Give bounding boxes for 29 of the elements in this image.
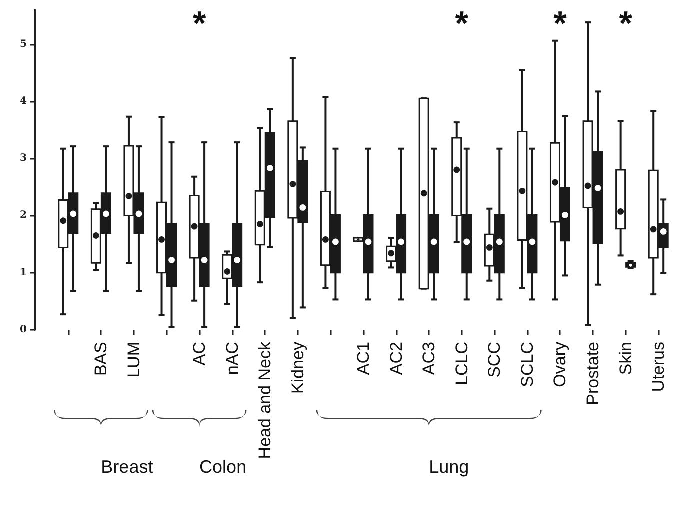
annotation: * — [554, 5, 568, 43]
x-tick-label: Prostate — [584, 342, 603, 406]
x-tick-label: BAS — [92, 342, 111, 376]
text: Lung — [429, 457, 470, 477]
x-tick-label: nAC — [222, 342, 242, 376]
y-tick-label: 0 — [20, 324, 28, 336]
x-tick-label: AC — [190, 342, 210, 366]
y-tick-label: 3 — [20, 153, 28, 164]
x-tick-label: LUM — [124, 342, 144, 378]
y-tick-label: 1 — [20, 267, 27, 278]
annotation: * — [619, 5, 634, 43]
annotation: * — [192, 5, 207, 43]
x-tick-label: Uterus — [649, 342, 668, 392]
x-tick-label: SCLC — [518, 342, 537, 388]
x-tick-label: LCLC — [452, 342, 472, 386]
x-tick-label: Kidney — [288, 342, 308, 394]
y-tick-label: 2 — [20, 210, 28, 222]
annotation: * — [455, 5, 470, 43]
x-tick-label: Ovary — [550, 342, 570, 388]
y-tick-label: 5 — [20, 38, 28, 50]
x-tick-label: AC1 — [354, 342, 373, 376]
text: Breast — [101, 457, 154, 477]
x-tick-label: Head and Neck — [256, 342, 275, 460]
text: Colon — [200, 457, 247, 477]
x-tick-label: AC3 — [420, 342, 439, 376]
x-tick-label: SCC — [485, 342, 504, 378]
x-tick-label: AC2 — [386, 342, 406, 376]
x-tick-label: Skin — [616, 342, 636, 376]
y-tick-label: 4 — [20, 96, 28, 107]
